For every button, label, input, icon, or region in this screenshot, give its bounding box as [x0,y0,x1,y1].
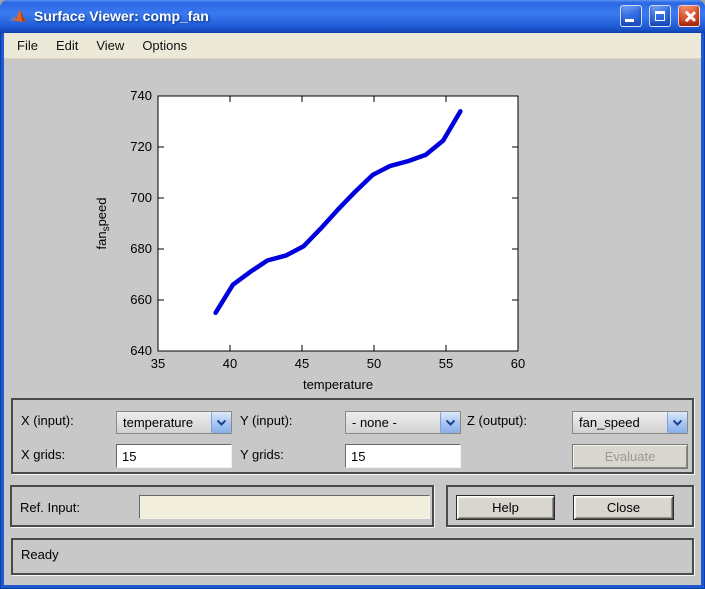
figure-client-area: 35 40 45 50 55 60 640 660 680 700 720 740 temperatur… [4,59,701,585]
actions-panel: Help Close [446,485,694,527]
svg-text:720: 720 [130,139,152,154]
menu-file[interactable]: File [17,38,38,53]
ref-input-field[interactable] [139,495,430,519]
minimize-button[interactable] [620,5,642,27]
y-grids-label: Y grids: [240,447,284,462]
x-input-label: X (input): [21,413,74,428]
maximize-button[interactable] [649,5,671,27]
svg-text:60: 60 [511,356,525,371]
close-button[interactable] [678,5,700,27]
svg-text:fanspeed: fanspeed [94,198,112,250]
close-icon [683,10,696,23]
x-grids-label: X grids: [21,447,66,462]
matlab-logo-icon [8,6,28,26]
chevron-down-icon [211,412,231,433]
maximize-icon [655,11,665,21]
y-input-dropdown[interactable]: - none - [345,411,461,434]
help-button[interactable]: Help [456,495,555,520]
z-output-label: Z (output): [467,413,527,428]
z-output-value: fan_speed [579,415,640,430]
surface-plot: 35 40 45 50 55 60 640 660 680 700 720 740 temperatur… [94,88,525,392]
y-grids-input[interactable] [345,444,461,468]
svg-text:45: 45 [295,356,309,371]
svg-text:50: 50 [367,356,381,371]
close-dialog-button[interactable]: Close [573,495,674,520]
svg-text:660: 660 [130,292,152,307]
y-input-label: Y (input): [240,413,293,428]
svg-text:55: 55 [439,356,453,371]
menu-view[interactable]: View [96,38,125,53]
evaluate-button: Evaluate [572,444,688,469]
svg-text:40: 40 [223,356,237,371]
svg-text:680: 680 [130,241,152,256]
x-grids-input[interactable] [116,444,232,468]
plot-controls-panel: X (input): temperature Y (input): - none… [11,398,694,474]
z-output-dropdown[interactable]: fan_speed [572,411,688,434]
svg-text:740: 740 [130,88,152,103]
x-input-dropdown[interactable]: temperature [116,411,232,434]
chevron-down-icon [440,412,460,433]
svg-text:640: 640 [130,343,152,358]
x-input-value: temperature [123,415,194,430]
status-panel: Ready [11,538,694,575]
status-message: Ready [21,547,59,562]
svg-text:35: 35 [151,356,165,371]
menu-bar: File Edit View Options [4,33,701,59]
menu-edit[interactable]: Edit [55,38,79,53]
ref-input-label: Ref. Input: [20,500,80,515]
svg-text:temperature: temperature [303,377,373,392]
svg-text:700: 700 [130,190,152,205]
title-bar[interactable]: Surface Viewer: comp_fan [0,0,705,33]
chevron-down-icon [667,412,687,433]
window-title: Surface Viewer: comp_fan [34,8,209,24]
menu-options[interactable]: Options [142,38,188,53]
ref-input-panel: Ref. Input: [10,485,434,527]
y-input-value: - none - [352,415,397,430]
minimize-icon [625,19,634,22]
